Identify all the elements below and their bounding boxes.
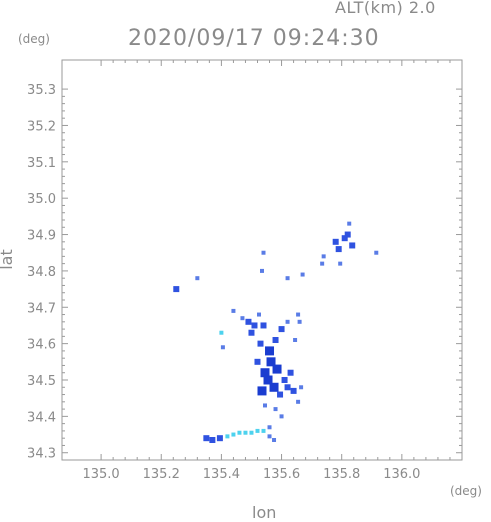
- echo-point: [265, 346, 275, 356]
- echo-point: [277, 391, 284, 398]
- echo-point: [287, 369, 294, 376]
- echo-point: [243, 430, 248, 435]
- echo-point: [225, 434, 230, 439]
- echo-point: [219, 330, 224, 335]
- echo-point: [266, 357, 276, 367]
- echo-point: [249, 430, 254, 435]
- echo-point: [195, 276, 200, 281]
- echo-point: [267, 425, 272, 430]
- echo-point: [231, 432, 236, 437]
- echo-point: [269, 382, 279, 392]
- echo-point: [296, 312, 301, 317]
- echo-point: [237, 430, 242, 435]
- echo-point: [263, 403, 268, 408]
- y-tick-label: 35.1: [27, 156, 56, 171]
- echo-point: [321, 254, 326, 259]
- echo-point: [260, 368, 270, 378]
- x-axis-label: lon: [252, 503, 277, 522]
- echo-point: [320, 261, 325, 266]
- y-tick-label: 35.3: [27, 83, 56, 98]
- x-unit-label: (deg): [450, 484, 482, 498]
- echo-point: [272, 337, 279, 343]
- echo-point: [209, 437, 216, 443]
- timestamp: 2020/09/17 09:24:30: [128, 26, 380, 51]
- echo-point: [272, 364, 282, 374]
- echo-point: [203, 435, 210, 442]
- y-tick-label: 35.0: [27, 192, 56, 207]
- y-tick-label: 34.9: [27, 229, 56, 244]
- echo-point: [285, 319, 290, 324]
- echo-point: [290, 387, 297, 394]
- echo-point: [261, 250, 266, 255]
- x-tick-label: 135.6: [263, 467, 300, 482]
- y-tick-label: 34.6: [27, 338, 56, 353]
- echo-point: [296, 399, 301, 404]
- echo-point: [279, 414, 284, 419]
- echo-point: [341, 235, 348, 242]
- echo-point: [260, 268, 264, 273]
- echo-point: [300, 272, 305, 277]
- echo-point: [272, 438, 277, 442]
- echo-point: [273, 407, 278, 412]
- echo-point: [281, 377, 288, 383]
- echo-point: [240, 316, 245, 321]
- echo-point: [257, 340, 264, 347]
- echo-point: [255, 428, 260, 433]
- x-tick-label: 136.0: [383, 467, 420, 482]
- echo-point: [347, 221, 352, 226]
- y-unit-label: (deg): [18, 32, 50, 46]
- x-tick-label: 135.0: [82, 467, 119, 482]
- echo-point: [254, 358, 261, 365]
- echo-point: [263, 375, 273, 385]
- y-tick-label: 34.8: [27, 265, 56, 280]
- echo-point: [284, 384, 291, 391]
- echo-point: [344, 231, 351, 238]
- echo-point: [267, 434, 272, 439]
- echo-point: [231, 308, 236, 313]
- x-tick-label: 135.2: [143, 467, 180, 482]
- echo-point: [278, 326, 285, 333]
- y-tick-label: 34.7: [27, 301, 56, 316]
- y-tick-label: 35.2: [27, 119, 56, 134]
- echo-point: [256, 312, 261, 317]
- echo-point: [374, 250, 379, 255]
- y-tick-label: 34.5: [27, 374, 56, 389]
- echo-point: [220, 345, 225, 350]
- plot-frame: [61, 59, 463, 461]
- x-tick-label: 135.8: [323, 467, 360, 482]
- echo-point: [257, 386, 267, 396]
- echo-point: [173, 286, 180, 293]
- y-tick-label: 34.4: [27, 410, 56, 425]
- echo-point: [260, 322, 267, 329]
- echo-point: [216, 435, 223, 442]
- echo-point: [335, 246, 342, 253]
- echo-point: [299, 385, 304, 390]
- echo-point: [293, 338, 298, 342]
- echo-point: [248, 329, 255, 336]
- echo-point: [349, 242, 356, 249]
- echo-point: [285, 276, 290, 281]
- x-tick-label: 135.4: [203, 467, 240, 482]
- echo-point: [245, 318, 252, 325]
- altitude-label: ALT(km) 2.0: [335, 0, 436, 17]
- echo-point: [332, 238, 339, 245]
- echo-point: [251, 322, 258, 329]
- echo-point: [261, 428, 266, 433]
- echo-point: [297, 319, 302, 324]
- echo-point: [338, 261, 343, 266]
- y-tick-label: 34.3: [27, 447, 56, 462]
